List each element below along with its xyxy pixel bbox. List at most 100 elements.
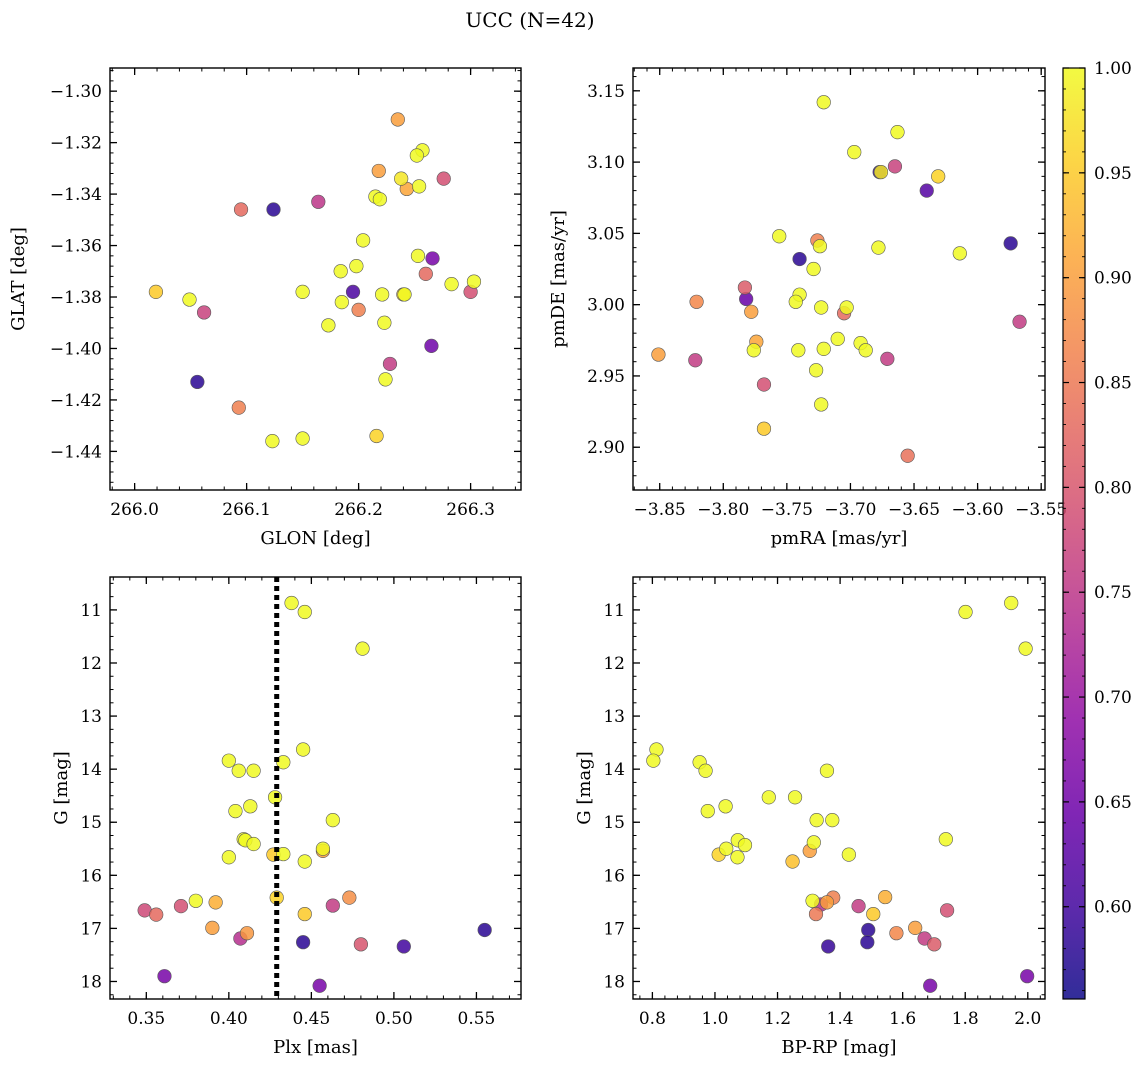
y-tick-label: −1.42	[50, 391, 102, 411]
scatter-point	[718, 799, 733, 814]
scatter-point	[444, 277, 459, 292]
scatter-point	[477, 922, 492, 938]
scatter-point	[808, 906, 824, 922]
scatter-point	[839, 300, 854, 315]
scatter-point	[880, 351, 895, 366]
scatter-point	[410, 248, 426, 263]
scatter-point	[866, 906, 881, 922]
scatter-point	[821, 939, 836, 954]
y-tick-label: 2.90	[587, 438, 625, 458]
panel-top-right: −3.85 −3.80 −3.75 −3.70 −3.65 −3.60 −3.55 2.90 2…	[548, 67, 1067, 549]
x-tick-label: 1.4	[827, 1009, 854, 1029]
scatter-point	[814, 397, 829, 412]
y-tick-label: −1.44	[50, 442, 102, 462]
scatter-point	[345, 284, 361, 299]
scatter-point	[878, 889, 893, 905]
scatter-point	[371, 163, 386, 179]
scatter-point	[819, 895, 835, 910]
scatter-point	[221, 850, 236, 865]
scatter-point	[228, 803, 243, 819]
colorbar-tick-label: 0.65	[1094, 793, 1132, 813]
scatter-point	[791, 343, 806, 358]
x-tick-label: 2.0	[1014, 1009, 1041, 1029]
scatter-panels: 266.0 266.1 266.2 266.3 −1.30 −1.32 −1.34 −1.36…	[8, 67, 1067, 1058]
scatter-point	[382, 356, 398, 372]
scatter-point	[284, 595, 299, 611]
colorbar-tick-label: 0.60	[1094, 898, 1132, 918]
scatter-point	[847, 145, 862, 160]
scatter-point	[321, 318, 336, 333]
scatter-point	[239, 926, 255, 941]
scatter-point	[188, 893, 203, 908]
x-tick-label: 1.6	[889, 1009, 916, 1029]
scatter-point	[756, 421, 772, 436]
x-axis-label: pmRA [mas/yr]	[771, 528, 908, 549]
scatter-point	[1004, 595, 1019, 611]
scatter-point	[342, 890, 357, 905]
scatter-point	[311, 194, 326, 209]
y-tick-label: −1.32	[50, 134, 102, 154]
scatter-point	[466, 274, 482, 289]
scatter-point	[233, 202, 249, 217]
scatter-point	[394, 171, 409, 186]
scatter-point	[397, 287, 412, 302]
y-tick-label: 16	[603, 866, 625, 886]
x-tick-label: −3.85	[634, 500, 686, 520]
scatter-point	[851, 899, 866, 914]
scatter-point	[646, 753, 661, 768]
panel-bottom-right: 0.8 1.0 1.2 1.4 1.6 1.8 2.0 11 12 13 14 15 16 17 18 BP-…	[574, 576, 1046, 1058]
scatter-point	[182, 292, 197, 307]
scatter-point	[297, 604, 312, 620]
x-tick-label: 0.8	[639, 1009, 666, 1029]
scatter-point	[788, 294, 803, 309]
y-tick-label: 3.15	[587, 82, 625, 102]
scatter-point	[149, 907, 164, 922]
y-axis-label: G [mag]	[51, 751, 72, 824]
y-axis-label: pmDE [mas/yr]	[548, 210, 569, 348]
x-tick-label: 1.2	[764, 1009, 791, 1029]
scatter-point	[231, 763, 246, 778]
scatter-point	[806, 835, 821, 850]
colorbar-tick-label: 1.00	[1094, 59, 1132, 79]
scatter-point	[861, 922, 876, 938]
scatter-point	[927, 937, 942, 952]
scatter-point	[375, 287, 390, 302]
scatter-point	[737, 280, 753, 295]
scatter-series	[651, 95, 1027, 463]
x-tick-label: 266.1	[222, 500, 271, 520]
scatter-point	[809, 813, 824, 828]
scatter-point	[409, 148, 424, 163]
y-axis-label: G [mag]	[574, 751, 595, 824]
scatter-point	[787, 790, 803, 805]
scatter-point	[825, 813, 840, 828]
scatter-point	[700, 803, 715, 819]
y-tick-label: −1.40	[50, 339, 102, 359]
scatter-point	[923, 978, 938, 993]
x-tick-label: 0.55	[458, 1009, 496, 1029]
scatter-point	[173, 899, 189, 914]
scatter-point	[651, 347, 666, 362]
scatter-point	[939, 903, 955, 918]
scatter-point	[1012, 314, 1027, 329]
y-tick-label: 17	[603, 919, 625, 939]
scatter-point	[805, 893, 820, 908]
colorbar-gradient	[1062, 67, 1086, 1000]
scatter-point	[873, 164, 889, 180]
scatter-point	[221, 753, 236, 768]
scatter-point	[246, 836, 261, 852]
y-tick-label: 11	[80, 601, 102, 621]
x-tick-label: 266.3	[446, 500, 495, 520]
scatter-point	[276, 846, 291, 862]
y-tick-label: −1.34	[50, 185, 102, 205]
y-tick-label: 13	[603, 707, 625, 727]
scatter-point	[295, 431, 310, 446]
scatter-point	[819, 763, 835, 778]
y-tick-label: 14	[603, 760, 625, 780]
scatter-point	[792, 251, 807, 267]
colorbar-tick-label: 0.70	[1094, 688, 1132, 708]
scatter-point	[208, 895, 223, 910]
scatter-point	[418, 266, 433, 281]
panel-top-left: 266.0 266.1 266.2 266.3 −1.30 −1.32 −1.34 −1.36…	[8, 67, 522, 549]
y-tick-label: 15	[80, 813, 102, 833]
